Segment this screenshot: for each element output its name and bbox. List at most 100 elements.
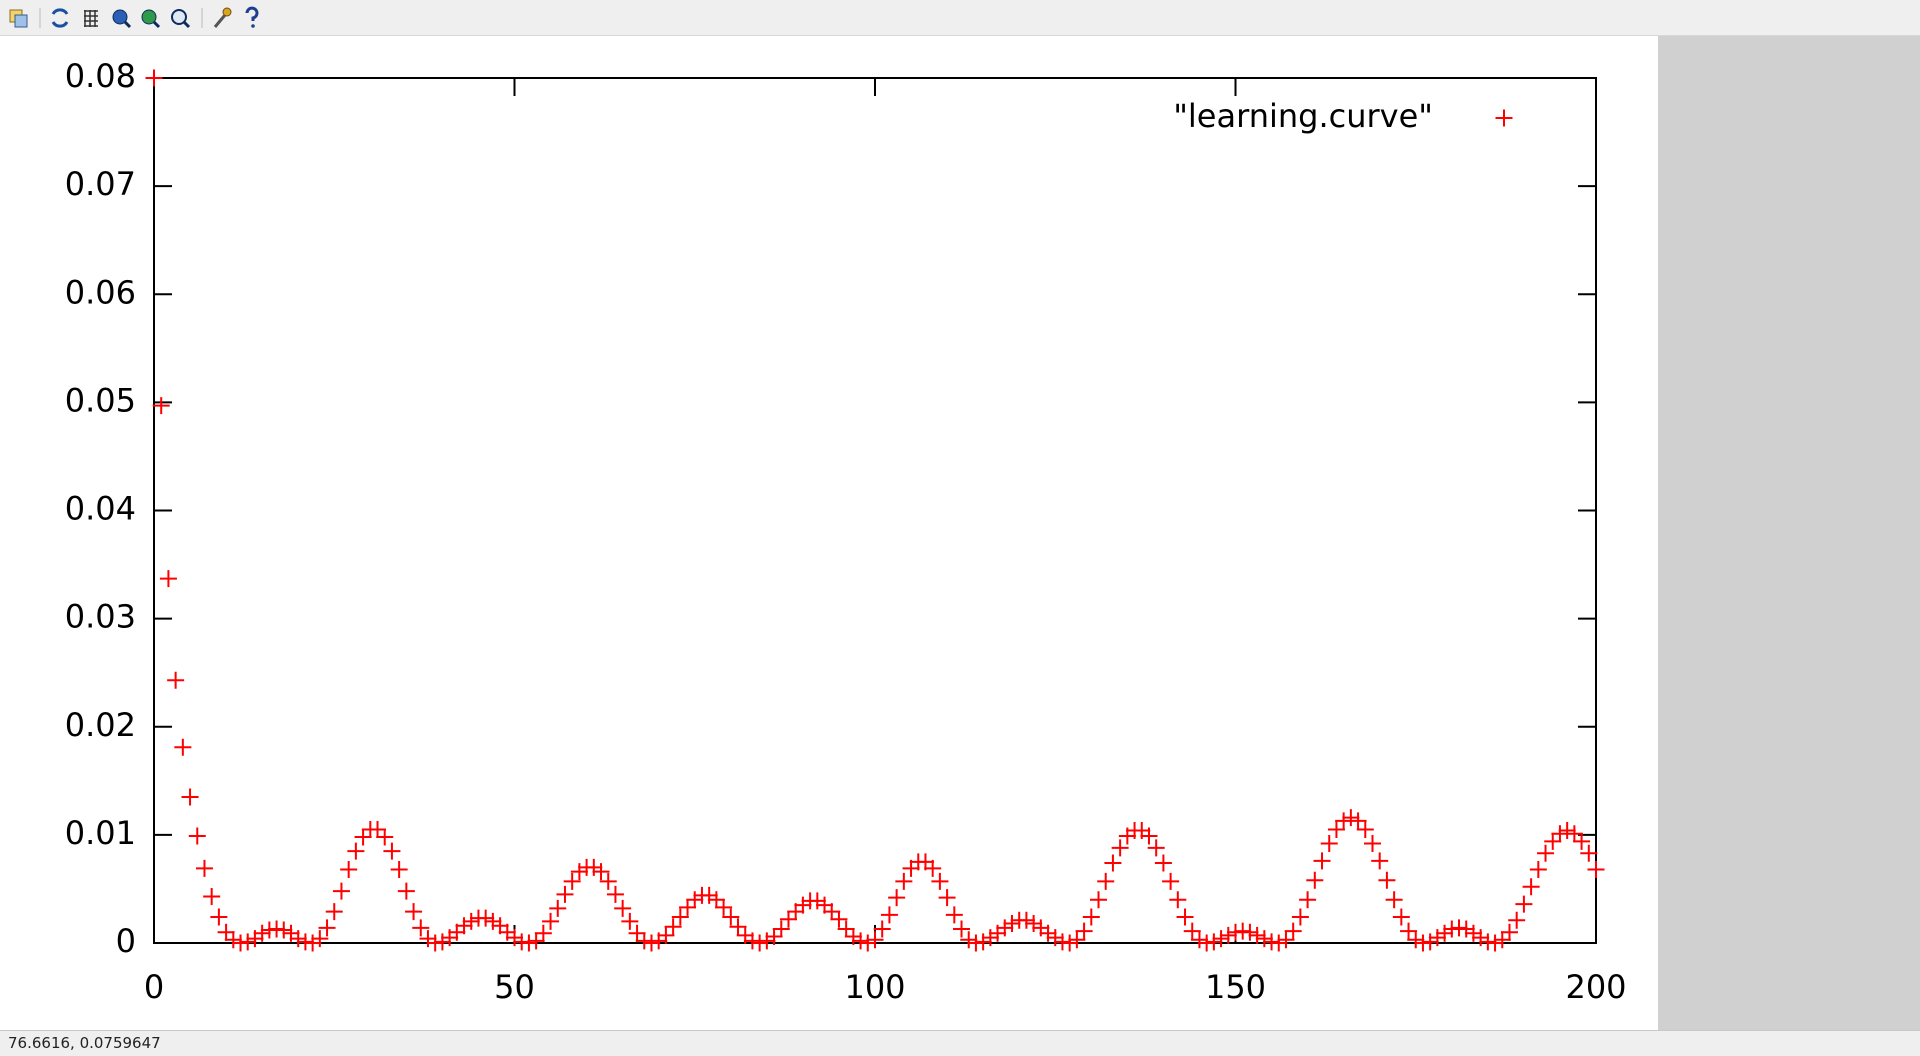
data-point (606, 885, 624, 903)
data-point (260, 921, 278, 939)
data-point (405, 903, 423, 921)
x-tick-label: 150 (1205, 968, 1266, 1006)
data-point (1068, 931, 1086, 949)
data-point (844, 928, 862, 946)
data-point (1053, 933, 1071, 951)
data-point (311, 930, 329, 948)
data-point (433, 933, 451, 951)
y-tick-label: 0.01 (65, 814, 136, 852)
data-point (1479, 933, 1497, 951)
data-point (1522, 878, 1540, 896)
data-point (1529, 860, 1547, 878)
data-point (1277, 931, 1295, 949)
autoscale-button[interactable] (171, 9, 191, 29)
data-point (1234, 922, 1252, 940)
data-point (700, 886, 718, 904)
data-point (743, 932, 761, 950)
data-point (232, 934, 250, 952)
data-point (1111, 839, 1129, 857)
data-point (1061, 934, 1079, 952)
data-point (239, 933, 257, 951)
data-point (1587, 860, 1605, 878)
toolbar-icons (9, 6, 259, 29)
data-point (751, 934, 769, 952)
zoom-next-button[interactable] (141, 9, 161, 29)
data-point (1363, 835, 1381, 853)
data-point (1580, 844, 1598, 862)
data-point (1169, 891, 1187, 909)
data-point (1183, 922, 1201, 940)
grid-button[interactable] (84, 10, 98, 27)
data-point (289, 930, 307, 948)
data-point (1140, 827, 1158, 845)
data-point (340, 860, 358, 878)
config-button[interactable] (213, 7, 232, 28)
zoom-prev-button[interactable] (112, 9, 132, 29)
data-point (938, 889, 956, 907)
data-point (1291, 908, 1309, 926)
data-point (585, 858, 603, 876)
data-point (1349, 812, 1367, 830)
data-point (614, 899, 632, 917)
data-point (852, 932, 870, 950)
y-tick-label: 0 (116, 922, 136, 960)
data-point (527, 932, 545, 950)
data-point (1493, 931, 1511, 949)
data-point (1327, 820, 1345, 838)
data-point (1299, 891, 1317, 909)
data-point (347, 842, 365, 860)
data-point (1450, 919, 1468, 937)
data-point (203, 888, 221, 906)
data-point (506, 929, 523, 947)
help-button[interactable] (245, 6, 259, 28)
data-point (808, 892, 826, 910)
plot-border (153, 77, 1597, 944)
data-point (1284, 922, 1302, 940)
data-point (325, 903, 343, 921)
data-point (1414, 934, 1432, 952)
data-point (823, 903, 841, 921)
x-tick-label: 50 (494, 968, 535, 1006)
data-point (275, 921, 293, 939)
data-point (1075, 922, 1093, 940)
data-point (354, 828, 372, 846)
data-point (1573, 832, 1591, 850)
data-point (477, 909, 495, 927)
data-point (1472, 929, 1490, 947)
data-point (866, 931, 884, 949)
data-point (931, 872, 949, 890)
data-point (1162, 872, 1180, 890)
data-point (1385, 891, 1403, 909)
data-point (1500, 923, 1518, 941)
x-tick-label: 100 (844, 968, 905, 1006)
data-point (758, 932, 776, 950)
data-point (1039, 924, 1057, 942)
data-point (1082, 908, 1100, 926)
data-point (1227, 923, 1244, 941)
data-point (426, 934, 444, 952)
data-point (563, 872, 581, 890)
data-point (542, 912, 560, 930)
data-point (520, 934, 538, 952)
data-point (1154, 854, 1172, 872)
data-point (1248, 926, 1266, 944)
data-point (830, 910, 848, 928)
data-point (1371, 852, 1389, 870)
data-point (686, 891, 704, 909)
data-point (1443, 920, 1461, 938)
chart: 0 0.01 0.02 0.03 0.04 0.05 0.06 0.07 0.08 0 50 100 1… (65, 57, 1627, 1006)
data-point (174, 738, 192, 756)
data-point (1464, 924, 1482, 942)
data-point (167, 671, 185, 689)
data-point (664, 918, 682, 936)
y-tick-label: 0.03 (65, 598, 136, 636)
data-point (383, 842, 401, 860)
copy-button[interactable] (9, 9, 28, 28)
data-point (1508, 911, 1526, 929)
replot-button[interactable] (51, 8, 69, 28)
data-point (419, 930, 437, 948)
y-tick-label: 0.04 (65, 490, 136, 528)
data-point (1017, 911, 1035, 929)
data-point (1241, 923, 1259, 941)
data-point (722, 908, 740, 926)
